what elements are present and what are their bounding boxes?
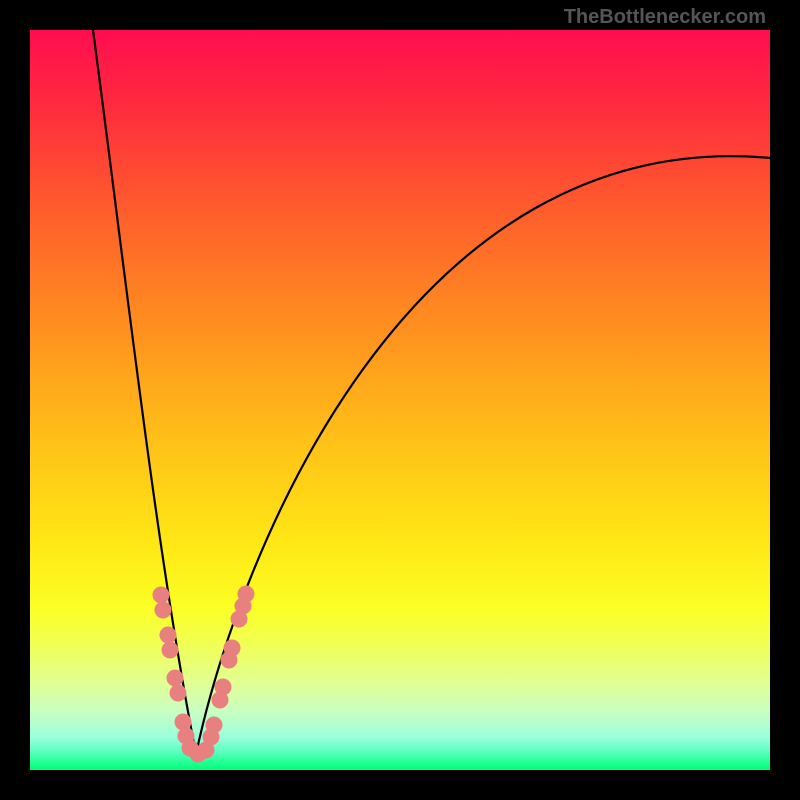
data-marker bbox=[160, 627, 177, 644]
data-marker bbox=[155, 602, 172, 619]
data-marker bbox=[206, 717, 223, 734]
plot-area bbox=[30, 30, 770, 770]
data-marker bbox=[170, 685, 187, 702]
chart-frame: TheBottlenecker.com bbox=[0, 0, 800, 800]
data-marker bbox=[167, 670, 184, 687]
curve-right-branch bbox=[196, 156, 770, 754]
data-marker bbox=[153, 587, 170, 604]
curve-left-branch bbox=[93, 30, 196, 754]
data-marker bbox=[238, 586, 255, 603]
data-marker bbox=[175, 714, 192, 731]
data-marker bbox=[162, 642, 179, 659]
data-marker bbox=[224, 640, 241, 657]
watermark-text: TheBottlenecker.com bbox=[564, 6, 766, 29]
data-marker bbox=[215, 679, 232, 696]
curve-layer bbox=[30, 30, 770, 770]
